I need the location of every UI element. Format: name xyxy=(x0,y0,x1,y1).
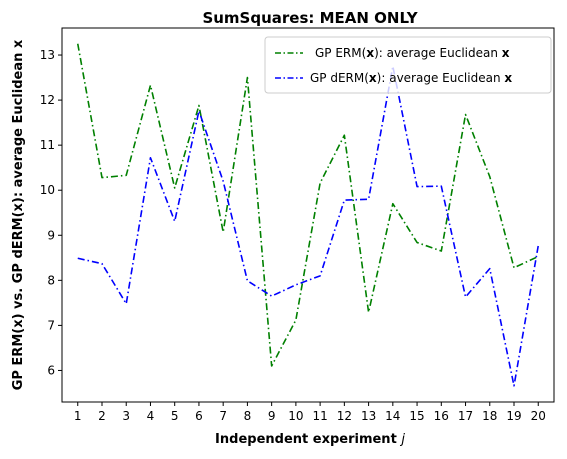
x-tick-label: 7 xyxy=(219,409,227,423)
y-tick-label: 13 xyxy=(40,48,55,62)
y-tick-label: 12 xyxy=(40,93,55,107)
x-tick-label: 16 xyxy=(434,409,449,423)
x-tick-label: 20 xyxy=(531,409,546,423)
x-axis-title-var: j xyxy=(399,432,405,447)
x-tick-label: 15 xyxy=(409,409,424,423)
series-line-gp-erm xyxy=(76,43,539,367)
x-axis-title: Independent experiment j xyxy=(215,432,405,447)
x-tick-label: 4 xyxy=(147,409,155,423)
series-layer xyxy=(76,43,540,387)
legend-box xyxy=(264,36,552,94)
legend-label-erm: GP ERM(x): average Euclidean x xyxy=(315,46,510,60)
y-axis: 6 7 8 9 10 11 12 13 xyxy=(40,48,62,377)
y-tick-label: 6 xyxy=(47,363,55,377)
x-tick-label: 6 xyxy=(195,409,203,423)
x-tick-label: 17 xyxy=(458,409,473,423)
y-tick-label: 11 xyxy=(40,138,55,152)
y-tick-label: 10 xyxy=(40,183,55,197)
x-tick-label: 19 xyxy=(506,409,521,423)
chart-title: SumSquares: MEAN ONLY xyxy=(202,9,418,27)
x-tick-label: 11 xyxy=(312,409,327,423)
x-tick-label: 12 xyxy=(337,409,352,423)
x-axis: 1 2 3 4 5 6 7 8 9 10 11 12 13 14 15 16 17 18 19 20 xyxy=(74,402,546,423)
x-tick-label: 14 xyxy=(385,409,400,423)
legend-label-derm: GP dERM(x): average Euclidean x xyxy=(310,71,512,85)
x-tick-label: 18 xyxy=(482,409,497,423)
x-tick-label: 2 xyxy=(98,409,106,423)
y-tick-label: 7 xyxy=(47,318,55,332)
legend: GP ERM(x): average Euclidean x GP dERM(x… xyxy=(264,36,552,94)
x-tick-label: 13 xyxy=(361,409,376,423)
x-tick-label: 10 xyxy=(288,409,303,423)
x-tick-label: 5 xyxy=(171,409,179,423)
x-tick-label: 9 xyxy=(268,409,276,423)
y-tick-label: 8 xyxy=(47,273,55,287)
x-tick-label: 3 xyxy=(122,409,130,423)
x-tick-label: 8 xyxy=(244,409,252,423)
y-axis-title: GP ERM(x) vs. GP dERM(x): average Euclid… xyxy=(11,39,26,390)
x-tick-label: 1 xyxy=(74,409,82,423)
y-tick-label: 9 xyxy=(47,228,55,242)
